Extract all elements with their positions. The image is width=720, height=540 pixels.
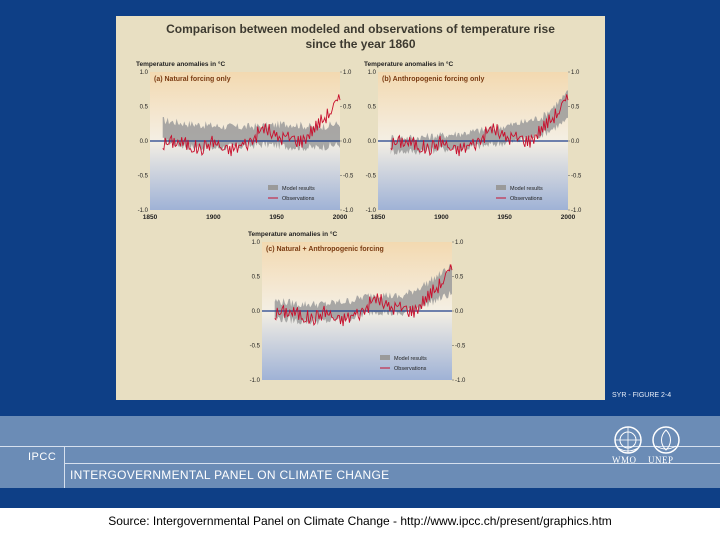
wmo-label: WMO <box>612 455 637 465</box>
x-tick-label: 1950 <box>497 214 512 221</box>
wmo-logo-icon <box>614 426 642 454</box>
observations-line <box>162 94 341 157</box>
ipcc-banner <box>0 416 720 488</box>
y-tick-label-left: -1.0 <box>138 208 149 214</box>
banner-divider <box>0 446 720 447</box>
y-tick-label-left: 0.0 <box>140 139 149 145</box>
y-tick-label-right: -0.5 <box>343 174 354 180</box>
y-tick-label-right: 1.0 <box>343 70 352 76</box>
x-tick-label: 1850 <box>143 214 158 221</box>
chart-natural-forcing: Temperature anomalies in °C 1.0 1.0 0.5 0.5 0… <box>136 60 354 221</box>
legend-label-model: Model results <box>394 356 427 362</box>
y-tick-label-left: -0.5 <box>250 344 261 350</box>
figure-title-line2: since the year 1860 <box>305 37 416 51</box>
y-tick-label-right: 0.5 <box>571 105 580 111</box>
legend-label-observations: Observations <box>510 196 543 202</box>
ipcc-short-name: IPCC <box>28 451 57 463</box>
y-tick-label-left: 0.5 <box>368 105 377 111</box>
observations-line <box>274 264 453 327</box>
y-axis-title: Temperature anomalies in °C <box>248 230 337 238</box>
model-results-band <box>390 90 568 156</box>
y-tick-label-left: 0.0 <box>252 309 261 315</box>
legend-label-model: Model results <box>282 186 315 192</box>
legend-label-observations: Observations <box>282 196 315 202</box>
chart-combined-forcing: Temperature anomalies in °C 1.0 1.0 0.5 0.5 0… <box>248 230 466 384</box>
y-tick-label-right: 1.0 <box>455 240 464 246</box>
y-axis-title: Temperature anomalies in °C <box>136 60 225 68</box>
y-tick-label-right: 1.0 <box>571 70 580 76</box>
x-tick-label: 1850 <box>371 214 386 221</box>
y-tick-label-left: 1.0 <box>252 240 261 246</box>
legend-swatch-model <box>268 185 278 190</box>
chart-anthropogenic-forcing: Temperature anomalies in °C 1.0 1.0 0.5 0.5 0… <box>364 60 582 221</box>
model-results-band <box>274 263 452 326</box>
y-tick-label-right: 0.0 <box>455 309 464 315</box>
legend-label-observations: Observations <box>394 366 427 372</box>
legend-swatch-model <box>496 185 506 190</box>
panel-title: (a) Natural forcing only <box>154 76 231 83</box>
panel-title: (c) Natural + Anthropogenic forcing <box>266 246 384 253</box>
y-tick-label-left: -0.5 <box>366 174 377 180</box>
x-tick-label: 2000 <box>333 214 348 221</box>
source-citation: Source: Intergovernmental Panel on Clima… <box>108 514 612 528</box>
x-tick-label: 2000 <box>561 214 576 221</box>
banner-divider <box>64 463 720 464</box>
x-tick-label: 1900 <box>206 214 221 221</box>
y-tick-label-left: 1.0 <box>368 70 377 76</box>
observations-line <box>390 94 569 157</box>
y-tick-label-right: -1.0 <box>571 208 582 214</box>
banner-divider <box>64 446 65 488</box>
x-tick-label: 1900 <box>434 214 449 221</box>
y-tick-label-left: -1.0 <box>250 378 261 384</box>
panel-title: (b) Anthropogenic forcing only <box>382 76 485 83</box>
y-tick-label-right: -1.0 <box>455 378 466 384</box>
y-tick-label-left: 1.0 <box>140 70 149 76</box>
y-tick-label-right: 0.5 <box>455 275 464 281</box>
unep-logo-icon <box>652 426 680 454</box>
x-tick-label: 1950 <box>269 214 284 221</box>
y-tick-label-left: -0.5 <box>138 174 149 180</box>
figure-title-line1: Comparison between modeled and observati… <box>166 22 555 36</box>
y-tick-label-left: 0.5 <box>252 275 261 281</box>
unep-label: UNEP <box>648 455 674 465</box>
y-tick-label-right: -0.5 <box>571 174 582 180</box>
figure-panel: Comparison between modeled and observati… <box>116 16 605 400</box>
legend-label-model: Model results <box>510 186 543 192</box>
legend-swatch-model <box>380 355 390 360</box>
figure-label: SYR - FIGURE 2-4 <box>612 392 672 399</box>
y-tick-label-right: 0.0 <box>343 139 352 145</box>
y-tick-label-left: 0.5 <box>140 105 149 111</box>
y-tick-label-right: -0.5 <box>455 344 466 350</box>
y-axis-title: Temperature anomalies in °C <box>364 60 453 68</box>
ipcc-full-name: INTERGOVERNMENTAL PANEL ON CLIMATE CHANG… <box>70 468 390 482</box>
y-tick-label-right: -1.0 <box>343 208 354 214</box>
y-tick-label-left: 0.0 <box>368 139 377 145</box>
y-tick-label-right: 0.0 <box>571 139 580 145</box>
y-tick-label-left: -1.0 <box>366 208 377 214</box>
y-tick-label-right: 0.5 <box>343 105 352 111</box>
